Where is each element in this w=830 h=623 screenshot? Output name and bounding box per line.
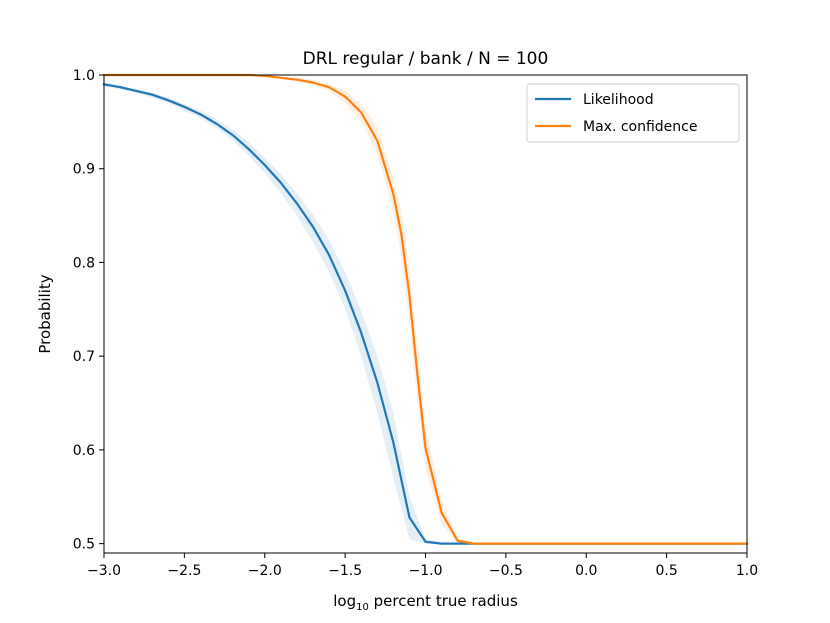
band-likelihood xyxy=(104,82,747,545)
series-line-likelihood xyxy=(102,83,749,545)
y-tick-label: 0.5 xyxy=(73,537,95,553)
x-tick-label: −2.0 xyxy=(248,563,282,579)
x-tick-label: −1.5 xyxy=(328,563,362,579)
y-axis-ticks: 0.5 0.6 0.7 0.8 0.9 1.0 xyxy=(73,68,104,553)
x-axis-ticks: −3.0 −2.5 −2.0 −1.5 −1.0 −0.5 0.0 0.5 1.0 xyxy=(87,553,758,579)
y-tick-label: 0.8 xyxy=(73,255,95,271)
x-axis-title-suffix: percent true radius xyxy=(369,592,518,610)
legend-entries: Likelihood Max. confidence xyxy=(535,92,697,135)
legend-box xyxy=(526,83,740,143)
y-tick-label: 0.6 xyxy=(73,443,95,459)
x-axis-title-prefix: log xyxy=(333,592,356,610)
chart-title: DRL regular / bank / N = 100 xyxy=(303,49,549,69)
plot-frame xyxy=(103,74,748,554)
x-tick-label: −0.5 xyxy=(489,563,523,579)
x-tick-label: 1.0 xyxy=(736,563,758,579)
x-tick-label: −1.0 xyxy=(409,563,443,579)
legend-label-max-confidence: Max. confidence xyxy=(583,119,697,135)
x-axis-title: log10 percent true radius xyxy=(333,592,518,613)
x-tick-label: 0.5 xyxy=(655,563,677,579)
y-tick-label: 0.9 xyxy=(73,162,95,178)
series-lines xyxy=(102,73,749,545)
legend-label-likelihood: Likelihood xyxy=(583,92,654,108)
y-axis-title: Probability xyxy=(36,274,54,353)
confidence-bands xyxy=(104,75,747,545)
y-tick-label: 1.0 xyxy=(73,68,95,84)
series-line-max-confidence xyxy=(102,73,749,545)
x-tick-label: −3.0 xyxy=(87,563,121,579)
band-max-confidence xyxy=(104,75,747,545)
x-tick-label: −2.5 xyxy=(167,563,201,579)
legend: Likelihood Max. confidence xyxy=(526,83,740,143)
y-tick-label: 0.7 xyxy=(73,349,95,365)
x-tick-label: 0.0 xyxy=(575,563,597,579)
x-axis-title-subscript: 10 xyxy=(356,602,369,613)
